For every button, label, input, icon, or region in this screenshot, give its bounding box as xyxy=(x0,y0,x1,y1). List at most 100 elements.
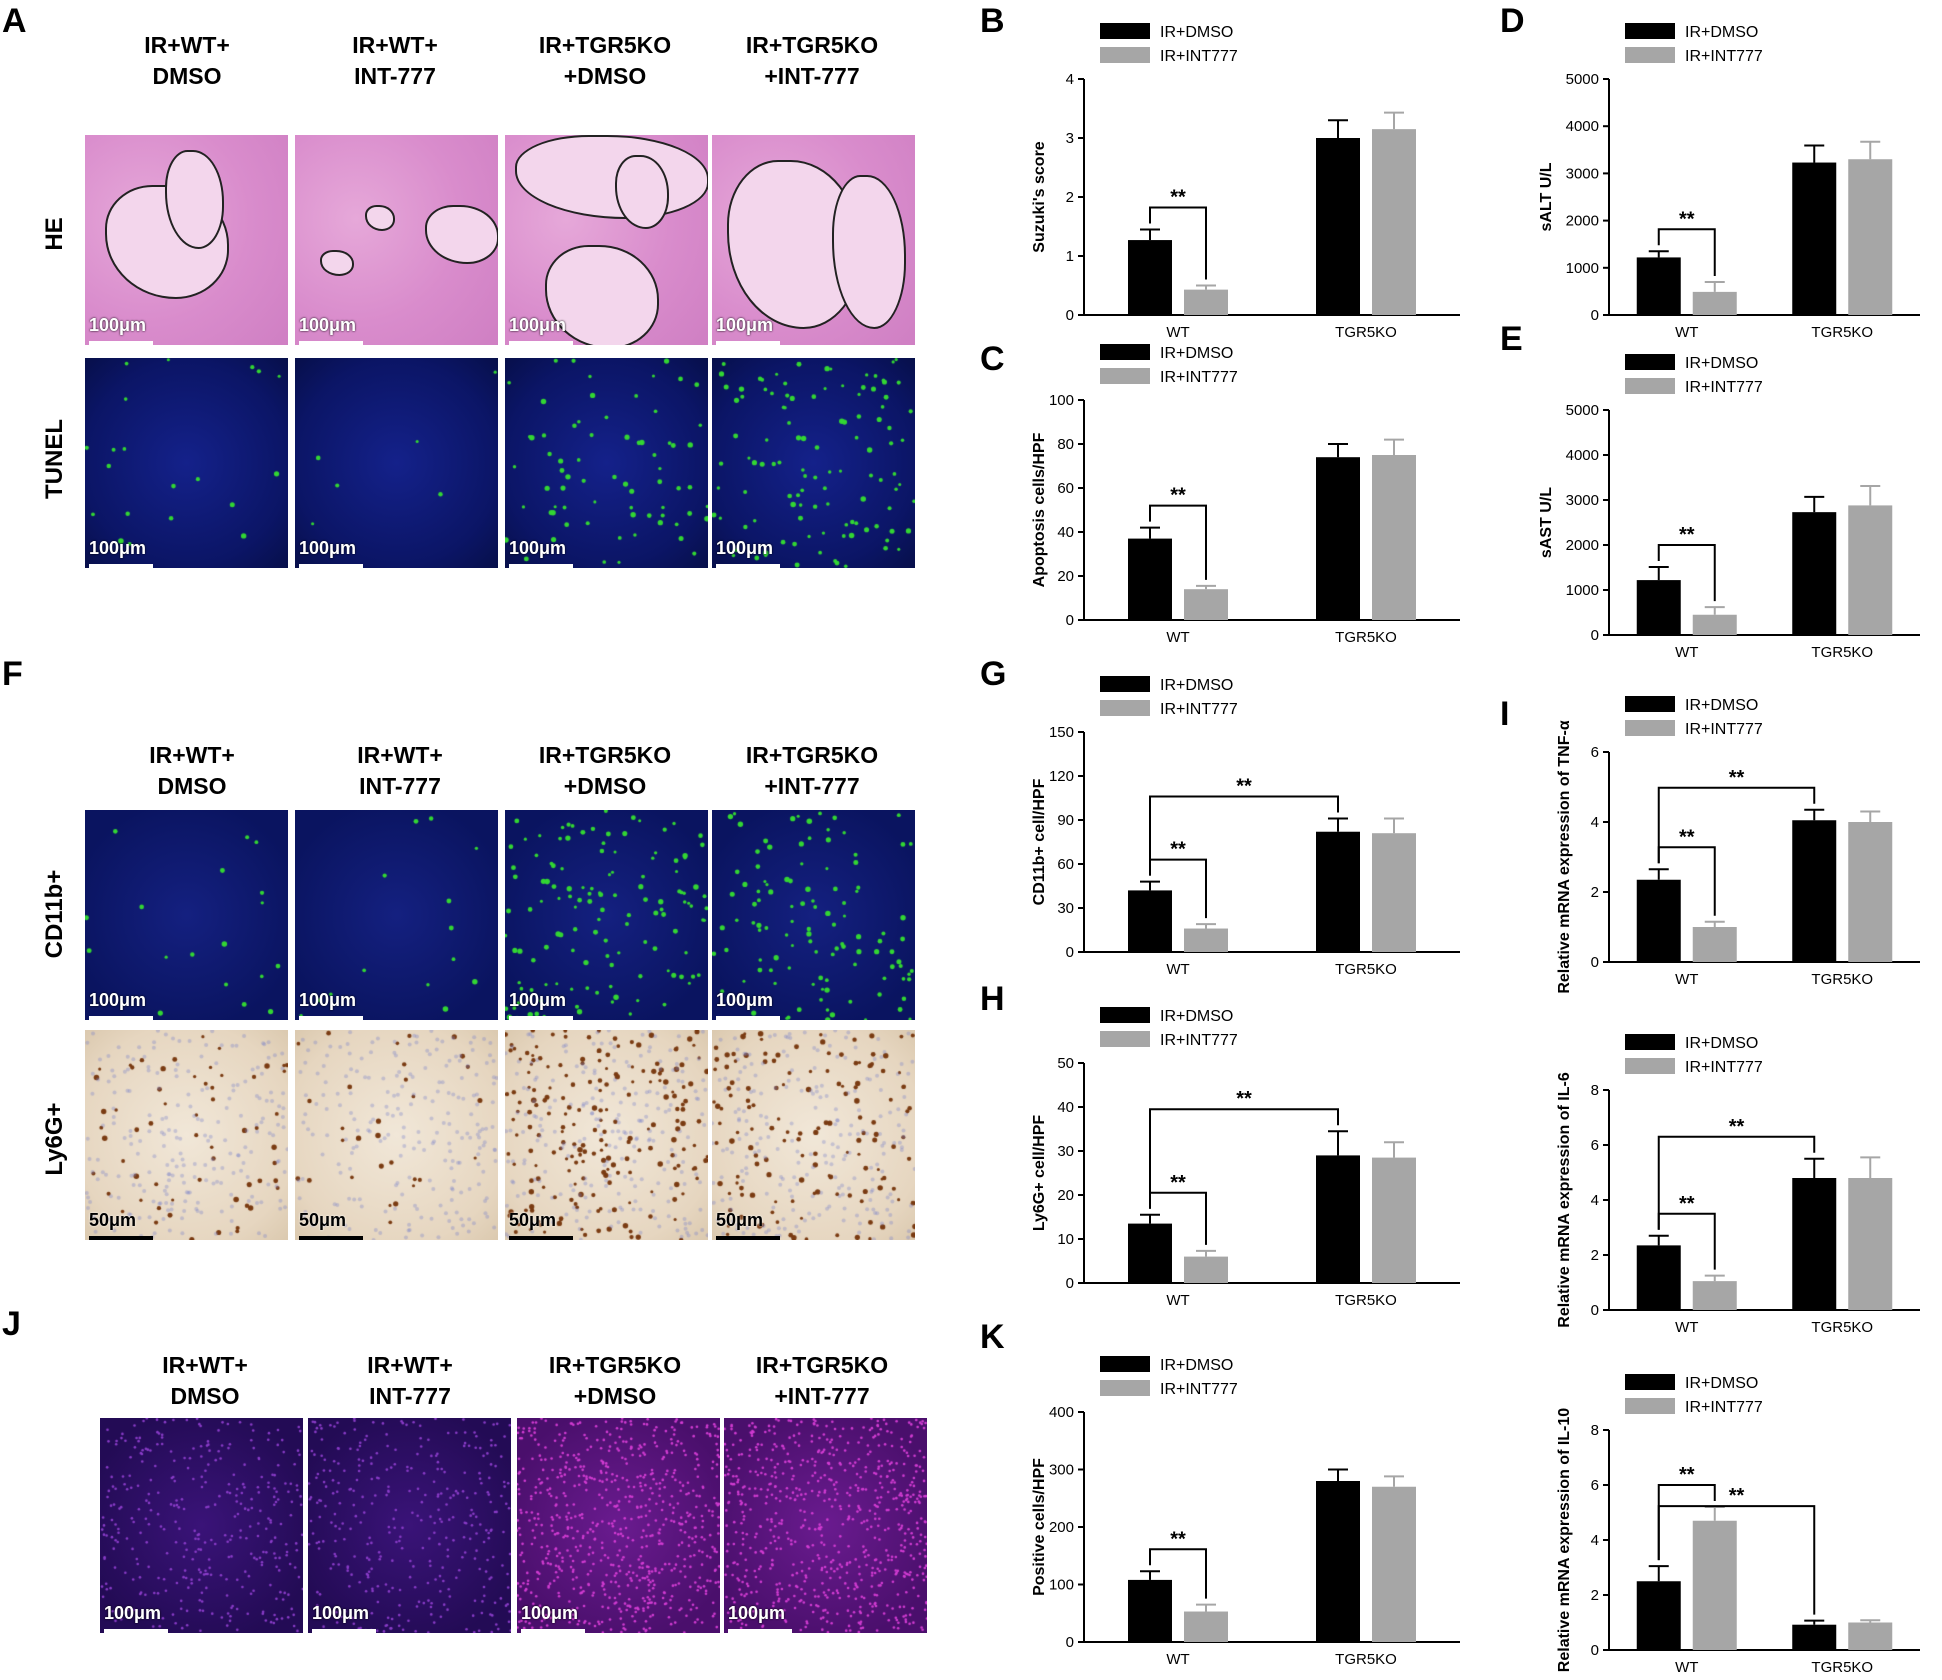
legend-swatch xyxy=(1100,1031,1150,1047)
x-tick-label: WT xyxy=(1166,1292,1189,1309)
cell-dots xyxy=(505,1030,708,1240)
legend-label: IR+INT777 xyxy=(1685,48,1763,65)
bar-chart-i2: IR+DMSO IR+INT777 0 2 4 6 8 Relative mRNA expre… xyxy=(1545,1030,1940,1336)
y-tick-label: 10 xyxy=(1057,1231,1074,1248)
row-label-ly6g: Ly6G+ xyxy=(41,1102,68,1176)
chart-svg: IR+DMSO IR+INT777 0 20 40 60 80 100 Apoptosis ce… xyxy=(1031,344,1460,646)
scale-bar-label: 100μm xyxy=(509,990,567,1010)
x-tick-label: WT xyxy=(1166,961,1189,978)
bar-chart-b: IR+DMSO IR+INT777 0 1 2 3 4 Suzuki's score WT TGR… xyxy=(1020,15,1480,350)
micrograph-cd11b: 100μm xyxy=(295,810,498,1020)
y-tick-label: 8 xyxy=(1591,1422,1599,1439)
y-tick-label: 80 xyxy=(1057,436,1074,453)
y-axis-label: Ly6G+ cell/HPF xyxy=(1031,1115,1048,1232)
chart-svg: IR+DMSO IR+INT777 0 2 4 6 8 Relative mRNA expre… xyxy=(1556,1374,1920,1676)
significance-bracket xyxy=(1657,228,1716,276)
scale-bar xyxy=(716,1016,780,1020)
lesion-outline xyxy=(165,150,224,249)
y-tick-label: 0 xyxy=(1066,1634,1074,1651)
panel-letter-i: I xyxy=(1500,695,1510,733)
significance-label: ** xyxy=(1170,839,1186,861)
y-tick-label: 0 xyxy=(1066,1275,1074,1292)
significance-bracket xyxy=(1149,206,1207,280)
scale-bar-label: 100μm xyxy=(89,990,147,1010)
y-axis-label: sALT U/L xyxy=(1538,162,1555,231)
x-tick-label: TGR5KO xyxy=(1811,1659,1873,1676)
bar-chart-e: IR+DMSO IR+INT777 0 1000 2000 3000 4000 5000 sAS… xyxy=(1538,340,1940,675)
significance-label: ** xyxy=(1170,186,1186,208)
bar xyxy=(1692,927,1737,962)
scale-bar-label: 100μm xyxy=(716,990,774,1010)
bar xyxy=(1848,1622,1893,1650)
significance-bracket xyxy=(1149,1548,1207,1599)
micrograph-cd11b: 100μm xyxy=(85,810,288,1020)
cell-dots xyxy=(295,358,498,568)
y-tick-label: 3 xyxy=(1066,130,1074,147)
bar xyxy=(1372,1486,1416,1642)
scale-bar-label: 50μm xyxy=(89,1210,137,1230)
y-tick-label: 1000 xyxy=(1566,582,1599,599)
bar xyxy=(1184,1256,1228,1283)
column-header: IR+TGR5KO +INT-777 xyxy=(755,1352,889,1409)
x-tick-label: WT xyxy=(1166,324,1189,341)
legend-label: IR+INT777 xyxy=(1160,1032,1238,1049)
x-tick-label: TGR5KO xyxy=(1335,324,1397,341)
micrograph-j: 100μm xyxy=(724,1418,927,1633)
lesion-outline xyxy=(425,205,498,264)
legend-swatch xyxy=(1100,700,1150,716)
bar xyxy=(1184,1611,1228,1642)
bar xyxy=(1128,538,1172,620)
legend-swatch xyxy=(1625,696,1675,712)
lesion-outline xyxy=(515,135,708,219)
bar xyxy=(1184,589,1228,620)
micrograph-tunel: 100μm xyxy=(295,358,498,568)
bar xyxy=(1792,1178,1837,1310)
bar xyxy=(1316,138,1360,315)
y-tick-label: 40 xyxy=(1057,1099,1074,1116)
panel-letter-e: E xyxy=(1500,320,1523,358)
legend-label: IR+INT777 xyxy=(1160,369,1238,386)
scale-bar xyxy=(312,1629,376,1633)
significance-bracket xyxy=(1149,504,1207,580)
bar xyxy=(1692,1281,1737,1310)
bar xyxy=(1128,1579,1172,1642)
y-tick-label: 0 xyxy=(1591,1642,1599,1659)
panel-letter-g: G xyxy=(980,655,1007,693)
cell-dots xyxy=(85,358,288,568)
lesion-outline xyxy=(615,155,669,229)
y-tick-label: 5000 xyxy=(1566,402,1599,419)
column-header: IR+TGR5KO +INT-777 xyxy=(745,32,879,89)
legend-label: IR+DMSO xyxy=(1685,1375,1758,1392)
significance-label: ** xyxy=(1236,776,1252,798)
y-axis-label: Relative mRNA expression of TNF-α xyxy=(1556,720,1573,993)
bar-chart-i1: IR+DMSO IR+INT777 0 2 4 6 Relative mRNA expres… xyxy=(1545,690,1940,995)
bar xyxy=(1636,879,1681,962)
bar xyxy=(1636,1581,1681,1650)
significance-label: ** xyxy=(1170,1528,1186,1550)
micrograph-cd11b: 100μm xyxy=(712,810,915,1020)
scale-bar-label: 100μm xyxy=(89,538,147,558)
bar xyxy=(1316,831,1360,952)
cell-dots xyxy=(724,1418,927,1633)
y-axis-label: CD11b+ cell/HPF xyxy=(1031,778,1048,905)
x-tick-label: WT xyxy=(1675,644,1698,661)
bar xyxy=(1372,833,1416,952)
cell-dots xyxy=(308,1418,511,1633)
legend-swatch xyxy=(1625,354,1675,370)
x-tick-label: TGR5KO xyxy=(1811,971,1873,988)
column-header: IR+WT+ DMSO xyxy=(149,742,235,799)
micrograph-j: 100μm xyxy=(100,1418,303,1633)
x-tick-label: WT xyxy=(1166,629,1189,646)
bar xyxy=(1848,505,1893,635)
scale-bar xyxy=(716,564,780,568)
bar xyxy=(1128,1223,1172,1283)
scale-bar-label: 100μm xyxy=(728,1603,786,1623)
y-tick-label: 0 xyxy=(1066,307,1074,324)
legend-label: IR+DMSO xyxy=(1160,677,1233,694)
y-tick-label: 2 xyxy=(1591,884,1599,901)
bar xyxy=(1848,159,1893,315)
bar xyxy=(1316,457,1360,620)
micrograph-he: 100μm xyxy=(505,135,708,345)
micrograph-tunel: 100μm xyxy=(712,358,915,568)
scale-bar xyxy=(104,1629,168,1633)
